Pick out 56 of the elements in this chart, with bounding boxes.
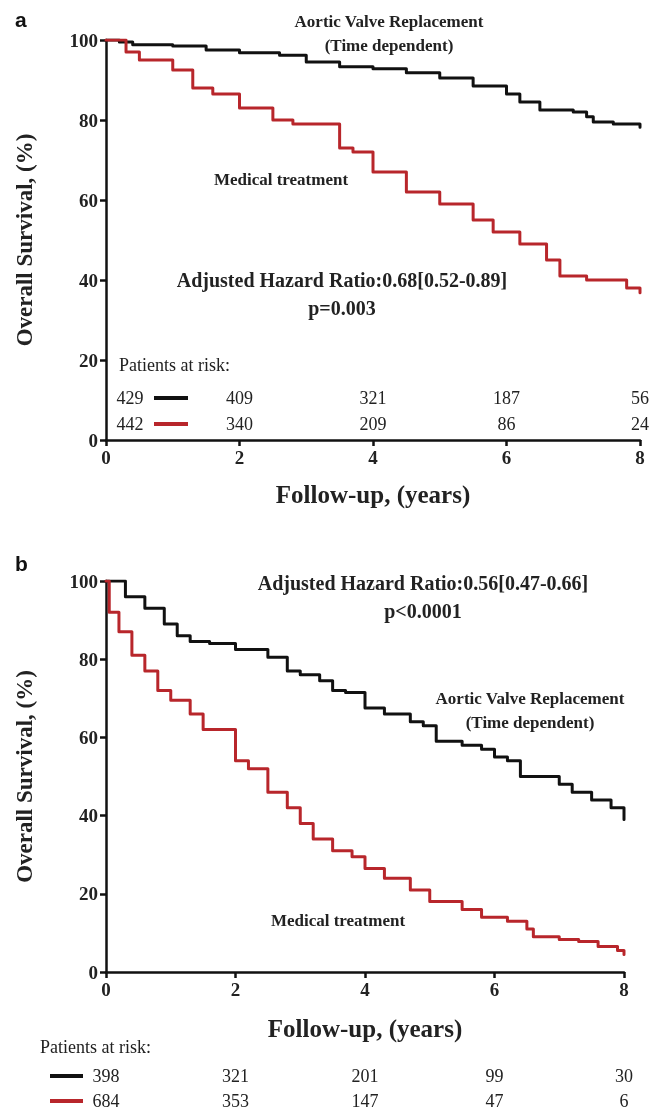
y-tick-label: 20	[79, 883, 98, 905]
x-tick-label: 6	[501, 447, 512, 468]
chart-title: b	[15, 552, 28, 575]
text: 147	[351, 1091, 379, 1111]
x-tick-label: 6	[489, 979, 500, 1000]
x-tick-label: 2	[234, 447, 245, 468]
x-tick-label: 8	[619, 979, 629, 1000]
text: 321	[222, 1066, 249, 1086]
chart-title: a	[15, 8, 27, 31]
y-axis-title: Overall Survival, (%)	[12, 133, 37, 347]
y-tick-label: 100	[69, 570, 98, 592]
annotation: 442	[116, 414, 144, 434]
x-tick-label: 2	[230, 979, 241, 1000]
y-tick-label: 40	[79, 269, 98, 291]
text: 201	[351, 1066, 379, 1086]
y-tick-label: 100	[69, 29, 98, 51]
annotation: 409	[226, 388, 253, 408]
series-label: Medical treatment	[213, 169, 349, 189]
y-tick-label: 0	[88, 429, 98, 451]
text: Patients at risk:	[40, 1037, 151, 1057]
series-label: Aortic Valve Replacement (Time dependent)	[294, 11, 484, 55]
annotation: Adjusted Hazard Ratio:0.68[0.52-0.89] p=0.003	[176, 269, 508, 320]
text: 30	[615, 1066, 633, 1086]
annotation: 56	[631, 388, 649, 408]
text: 398	[92, 1066, 120, 1086]
text: 99	[485, 1066, 504, 1086]
annotation: Adjusted Hazard Ratio:0.56[0.47-0.66] p<0.0001	[257, 572, 589, 623]
x-tick-label: 0	[101, 979, 111, 1000]
x-tick-label: 0	[101, 447, 111, 468]
y-tick-label: 20	[79, 349, 98, 371]
y-tick-label: 40	[79, 805, 98, 827]
y-tick-label: 60	[79, 189, 98, 211]
annotation: 187	[493, 388, 520, 408]
x-axis-title: Follow-up, (years)	[275, 481, 471, 509]
annotation: 209	[359, 414, 387, 434]
text: 47	[485, 1091, 504, 1111]
series-label: Medical treatment	[270, 910, 406, 930]
series-label: Aortic Valve Replacement (Time dependent)	[435, 688, 625, 732]
text: 6	[619, 1091, 629, 1111]
y-tick-label: 60	[79, 726, 98, 748]
annotation: 321	[359, 388, 387, 408]
y-tick-label: 80	[79, 109, 98, 131]
y-tick-label: 80	[79, 648, 98, 670]
annotation: 340	[226, 414, 253, 434]
annotation: 86	[497, 414, 516, 434]
x-tick-label: 4	[368, 447, 379, 468]
y-tick-label: 0	[88, 961, 98, 983]
annotation: 429	[116, 388, 144, 408]
x-axis-title: Follow-up, (years)	[267, 1015, 463, 1043]
x-tick-label: 4	[360, 979, 371, 1000]
x-tick-label: 8	[635, 447, 645, 468]
annotation: Patients at risk:	[119, 355, 230, 375]
y-axis-title: Overall Survival, (%)	[12, 670, 37, 883]
text: 684	[92, 1091, 120, 1111]
annotation: 24	[631, 414, 649, 434]
text: 353	[222, 1091, 249, 1111]
